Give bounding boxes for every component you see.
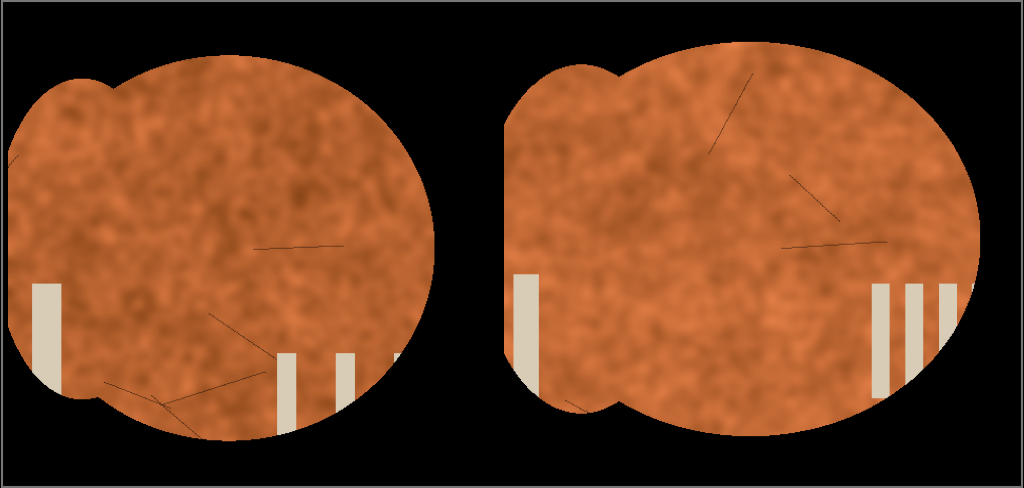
Text: d: d xyxy=(118,442,128,460)
Text: d4: d4 xyxy=(285,33,306,51)
Text: pm3: pm3 xyxy=(239,442,275,460)
Text: m2: m2 xyxy=(524,442,551,460)
Text: m2: m2 xyxy=(12,442,39,460)
Text: pm3: pm3 xyxy=(742,442,779,460)
Text: d: d xyxy=(627,442,637,460)
Text: cf: cf xyxy=(975,136,990,154)
Text: B: B xyxy=(524,22,542,42)
Text: A: A xyxy=(23,22,40,42)
Text: d4: d4 xyxy=(684,33,706,51)
